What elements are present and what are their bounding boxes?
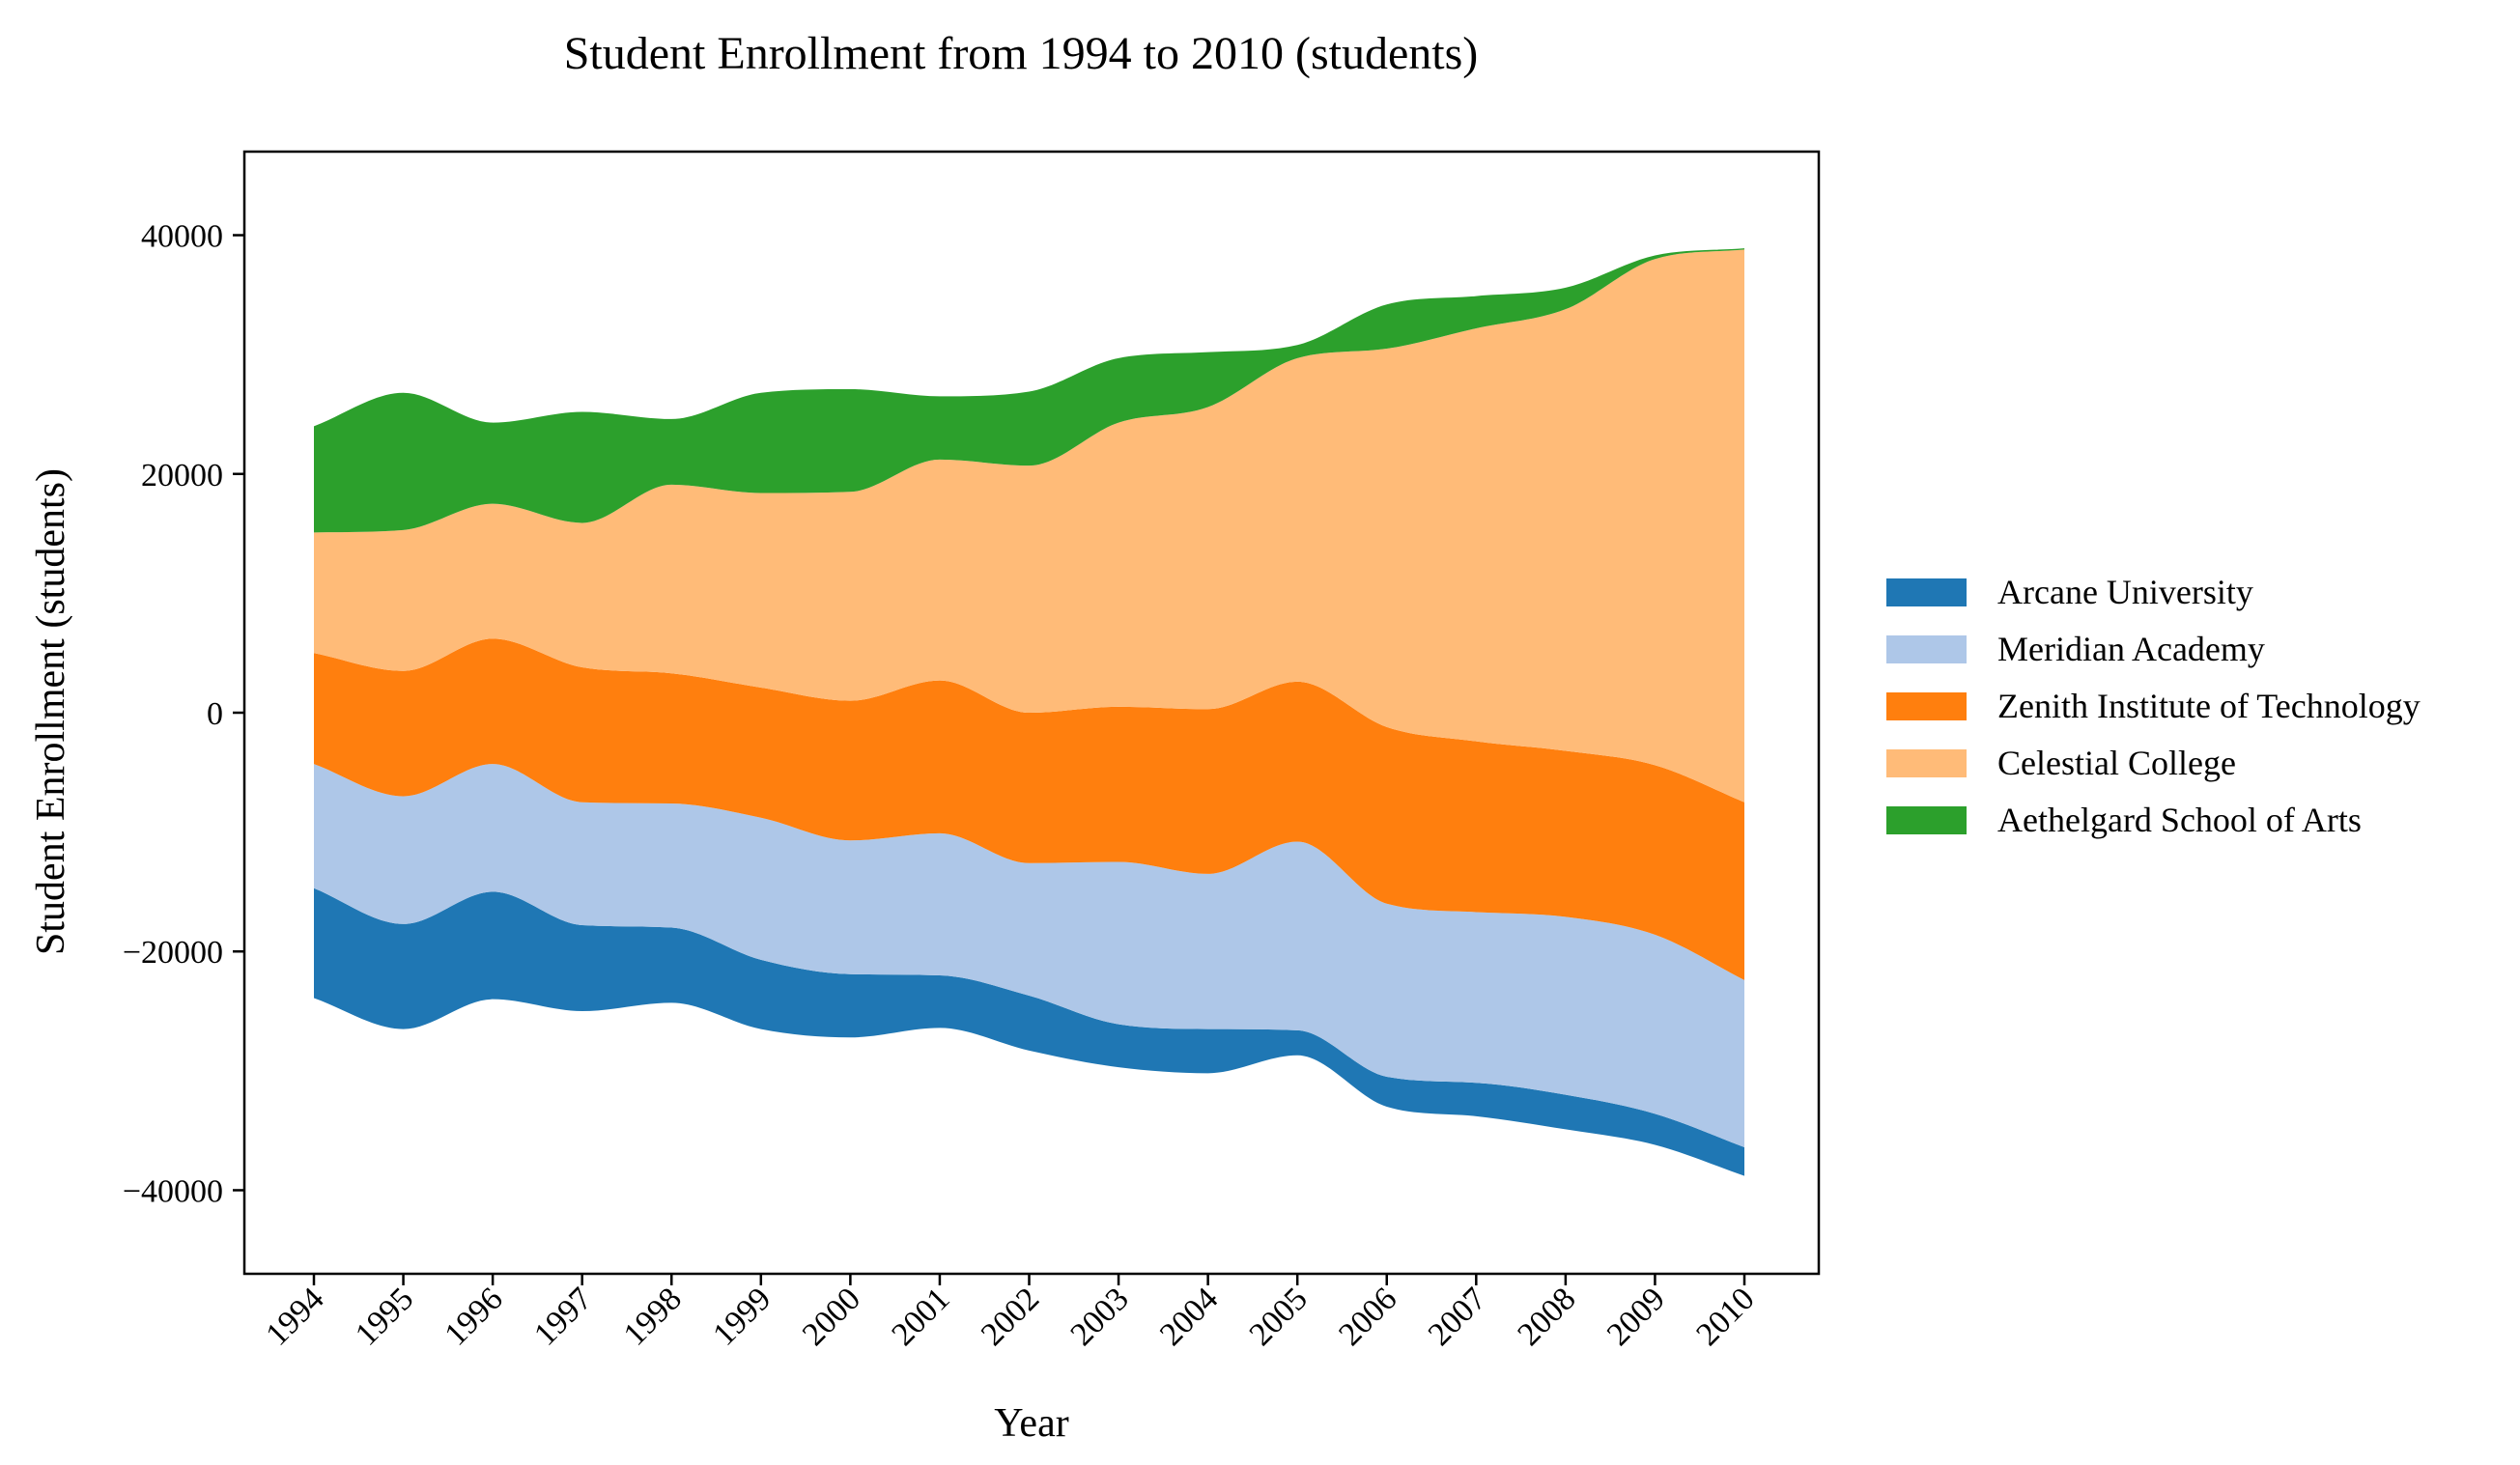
x-axis-title: Year [994, 1401, 1068, 1446]
y-tick-label: −40000 [123, 1173, 223, 1209]
legend-label: Aethelgard School of Arts [1997, 801, 2362, 839]
y-axis: −40000 −20000 0 20000 40000 [123, 219, 244, 1209]
legend-item-meridian-academy: Meridian Academy [1886, 630, 2265, 668]
stream-meridian-academy [314, 764, 1744, 1147]
legend-item-arcane-university: Arcane University [1886, 573, 2253, 611]
legend-label: Arcane University [1997, 573, 2253, 611]
legend-item-aethelgard-school-of-arts: Aethelgard School of Arts [1886, 801, 2362, 839]
legend-swatch [1886, 578, 1967, 606]
legend-swatch [1886, 692, 1967, 720]
y-tick-label: 20000 [141, 458, 223, 493]
legend-item-celestial-college: Celestial College [1886, 744, 2236, 782]
stream-aethelgard-school-of-arts [314, 248, 1744, 533]
legend-label: Celestial College [1997, 744, 2236, 782]
stream-celestial-college [314, 249, 1744, 803]
legend: Arcane University Meridian Academy Zenith … [1886, 573, 2421, 839]
legend-swatch [1886, 749, 1967, 777]
y-tick-label: −20000 [123, 935, 223, 971]
chart-title: Student Enrollment from 1994 to 2010 (st… [564, 28, 1479, 79]
legend-item-zenith-institute-of-technology: Zenith Institute of Technology [1886, 687, 2421, 725]
legend-label: Meridian Academy [1997, 630, 2265, 668]
stream-zenith-institute-of-technology [314, 638, 1744, 980]
legend-swatch [1886, 635, 1967, 663]
legend-label: Zenith Institute of Technology [1997, 687, 2421, 725]
legend-swatch [1886, 806, 1967, 834]
stream-areas [314, 248, 1744, 1176]
y-tick-label: 0 [207, 696, 223, 732]
y-axis-title: Student Enrollment (students) [29, 468, 73, 955]
stream-arcane-university [314, 887, 1744, 1176]
y-tick-label: 40000 [141, 219, 223, 255]
